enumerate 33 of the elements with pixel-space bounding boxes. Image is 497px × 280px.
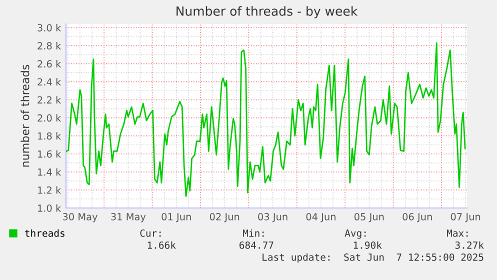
y-tick-label: 2.0 k xyxy=(38,114,62,122)
y-tick-label: 2.8 k xyxy=(38,42,62,50)
x-tick-label: 05 Jun xyxy=(354,213,384,222)
y-tick-label: 2.6 k xyxy=(38,60,62,68)
x-tick-label: 04 Jun xyxy=(306,213,336,222)
x-tick-label: 03 Jun xyxy=(258,213,288,222)
legend-label: threads xyxy=(25,229,64,237)
y-tick-label: 1.2 k xyxy=(38,186,62,194)
x-tick-label: 30 May xyxy=(62,213,98,222)
y-axis-title: number of threads xyxy=(20,64,30,167)
x-tick-label: 02 Jun xyxy=(210,213,240,222)
x-tick-label: 07 Jun xyxy=(450,213,480,222)
text: 3.27k xyxy=(455,241,484,249)
text: Max: xyxy=(446,230,468,237)
x-tick-label: 31 May xyxy=(111,213,146,222)
text: Avg: xyxy=(344,230,366,239)
y-tick-label: 2.4 k xyxy=(38,78,62,86)
text: Last update: Sat Jun 7 12:55:00 2025 xyxy=(262,253,484,263)
y-tick-label: 2.2 k xyxy=(38,96,62,104)
y-tick-label: 1.6 k xyxy=(38,150,62,158)
x-tick-label: 01 Jun xyxy=(162,213,191,222)
x-tick-label: 06 Jun xyxy=(402,213,432,222)
y-tick-label: 1.0 k xyxy=(38,204,62,212)
line-series xyxy=(66,42,466,197)
y-tick-label: 1.4 k xyxy=(38,168,62,176)
y-tick-label: 1.8 k xyxy=(38,132,62,140)
text: 684.77 xyxy=(240,241,274,249)
text: 1.66k xyxy=(148,241,176,249)
text: Min: xyxy=(242,229,264,237)
text: Cur: xyxy=(140,229,161,237)
chart-title: Number of threads - by week xyxy=(176,6,358,18)
text: 1.90k xyxy=(354,241,382,249)
y-tick-label: 3.0 k xyxy=(38,24,62,32)
